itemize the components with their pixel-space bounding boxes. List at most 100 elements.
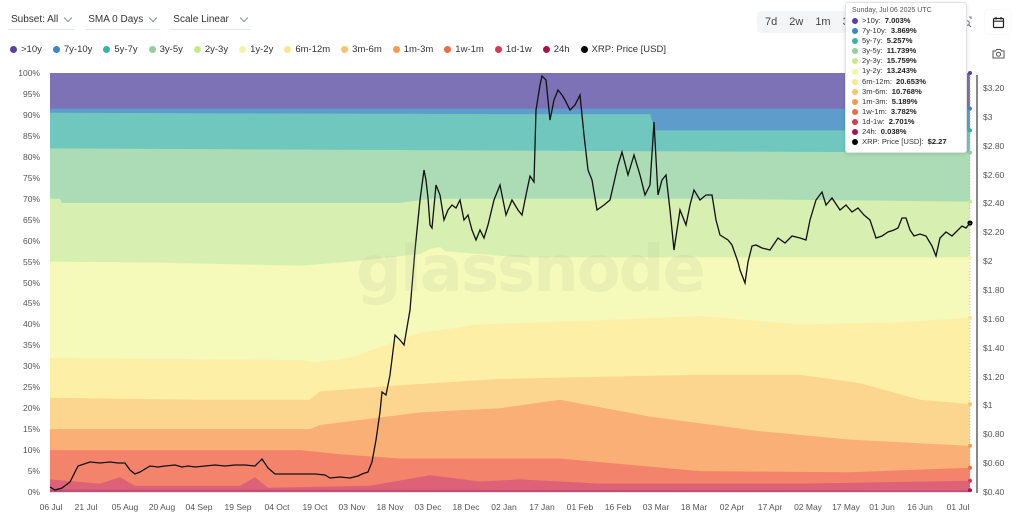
legend-label: 5y-7y [114, 44, 138, 55]
x-tick-label: 01 Feb [566, 502, 594, 512]
tooltip-row: 5y-7y: 5.257% [852, 36, 960, 46]
calendar-button[interactable] [985, 10, 1011, 34]
y2-tick-label: $1.80 [983, 284, 1005, 295]
y-tick-label: 95% [22, 88, 40, 99]
tooltip-value: $2.27 [927, 137, 947, 147]
legend-item[interactable]: 1d-1w [494, 44, 532, 55]
x-tick-label: 03 Nov [338, 502, 366, 512]
band-endpoint-marker [968, 315, 972, 320]
x-tick-label: 20 Aug [148, 502, 176, 512]
legend-item[interactable]: 24h [542, 44, 570, 55]
band-endpoint-marker [968, 106, 972, 111]
y-tick-label: 80% [22, 151, 40, 162]
legend-label: 1y-2y [250, 44, 274, 55]
legend-label: XRP: Price [USD] [591, 44, 666, 55]
legend-item[interactable]: 1m-3m [392, 44, 434, 55]
tooltip-dot-icon [852, 88, 858, 95]
legend-item[interactable]: XRP: Price [USD] [580, 44, 666, 55]
tooltip-row: 1y-2y: 13.243% [852, 66, 960, 76]
legend-dot-icon [444, 46, 452, 53]
legend-label: 24h [553, 44, 570, 55]
tooltip-label: 2y-3y: [862, 56, 883, 66]
tooltip-row: 1m-3m: 5.189% [852, 97, 960, 107]
x-tick-label: 02 Apr [719, 502, 745, 512]
legend-dot-icon [10, 46, 17, 53]
y-tick-label: 70% [22, 193, 40, 204]
x-tick-label: 02 May [794, 502, 822, 512]
y-tick-label: 85% [22, 130, 40, 141]
tooltip-label: 1w-1m: [862, 106, 887, 116]
legend-item[interactable]: 7y-10y [52, 44, 92, 55]
sma-label: SMA 0 Days [88, 14, 144, 25]
y-tick-label: 65% [22, 214, 40, 225]
band-endpoint-marker [968, 488, 972, 493]
tooltip-label: >10y: [862, 16, 881, 25]
tooltip-label: XRP: Price [USD]: [862, 137, 924, 147]
area-band [50, 489, 970, 492]
y-tick-label: 25% [22, 382, 40, 393]
tooltip-label: 1y-2y: [862, 66, 883, 76]
legend-label: 1w-1m [455, 44, 484, 55]
sma-dropdown[interactable]: SMA 0 Days [85, 12, 161, 30]
legend-dot-icon [52, 46, 60, 53]
band-endpoint-marker [968, 150, 972, 155]
scale-dropdown[interactable]: Scale Linear [170, 12, 251, 30]
tooltip-label: 1m-3m: [862, 96, 888, 106]
legend-item[interactable]: 1w-1m [444, 44, 484, 55]
tooltip-dot-icon [852, 18, 858, 25]
band-endpoint-marker [968, 71, 972, 75]
tooltip-value: 5.189% [891, 96, 918, 106]
legend-dot-icon [239, 46, 247, 53]
y2-tick-label: $2 [983, 256, 993, 267]
legend-item[interactable]: 5y-7y [103, 44, 138, 55]
area-band [50, 475, 970, 492]
range-1m-button[interactable]: 1m [815, 16, 831, 28]
tooltip-value: 10.768% [891, 86, 922, 96]
tooltip-dot-icon [852, 78, 858, 85]
x-tick-label: 06 Jul [39, 502, 63, 512]
x-tick-label: 01 Jul [946, 502, 970, 512]
y2-tick-label: $1 [983, 400, 993, 411]
x-tick-label: 18 Nov [376, 502, 404, 512]
y-tick-label: 100% [18, 68, 40, 78]
range-2w-button[interactable]: 2w [789, 16, 804, 28]
tooltip-value: 0.038% [880, 127, 907, 137]
tooltip-row: >10y: 7.003% [852, 16, 960, 26]
x-tick-label: 05 Aug [111, 502, 139, 512]
y2-tick-label: $0.40 [983, 487, 1005, 497]
subset-dropdown[interactable]: Subset: All [8, 12, 76, 30]
y2-tick-label: $2.20 [983, 227, 1005, 238]
screenshot-button[interactable] [990, 46, 1006, 60]
x-tick-label: 17 Jan [529, 502, 555, 512]
legend-label: 1m-3m [403, 44, 434, 55]
camera-icon [992, 48, 1004, 58]
tooltip-value: 3.782% [890, 106, 917, 116]
legend-label: 3m-6m [352, 44, 382, 55]
legend-item[interactable]: >10y [10, 44, 42, 55]
y-tick-label: 40% [22, 319, 40, 330]
legend-item[interactable]: 6m-12m [284, 44, 330, 55]
scale-label: Scale Linear [173, 14, 229, 25]
y2-tick-label: $1.40 [983, 342, 1005, 353]
x-tick-label: 19 Sep [224, 502, 252, 512]
legend-item[interactable]: 3m-6m [341, 44, 382, 55]
y-tick-label: 5% [27, 466, 40, 477]
range-7d-button[interactable]: 7d [765, 16, 778, 28]
legend-item[interactable]: 1y-2y [239, 44, 273, 55]
tooltip-row: 1w-1m: 3.782% [852, 107, 960, 117]
x-tick-label: 16 Jun [907, 502, 933, 512]
tooltip-row: 1d-1w: 2.701% [852, 117, 960, 127]
tooltip-row: 6m-12m: 20.653% [852, 77, 960, 87]
tooltip-value: 7.003% [884, 16, 911, 25]
y-tick-label: 50% [22, 277, 40, 288]
band-endpoint-marker [968, 199, 972, 204]
x-tick-label: 16 Feb [604, 502, 632, 512]
tooltip-dot-icon [852, 118, 858, 125]
tooltip-row: 3y-5y: 11.739% [852, 46, 960, 56]
tooltip-row: 24h: 0.038% [852, 127, 960, 137]
y2-tick-label: $3.20 [983, 82, 1005, 93]
y-tick-label: 55% [22, 256, 40, 267]
legend-item[interactable]: 3y-5y [148, 44, 183, 55]
legend-item[interactable]: 2y-3y [193, 44, 228, 55]
